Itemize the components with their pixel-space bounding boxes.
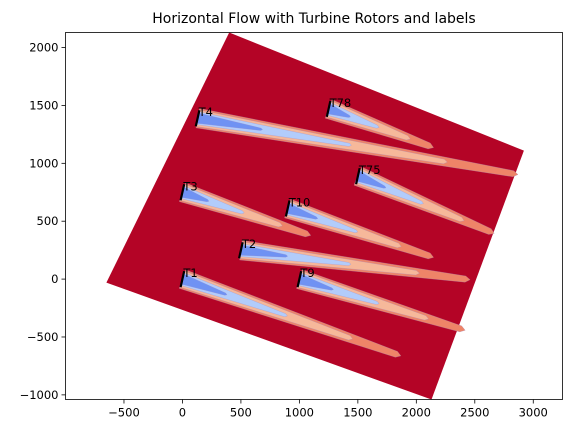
- x-tick-label: 1000: [285, 406, 314, 420]
- rotor-t10: [284, 200, 291, 217]
- rotor-t2: [238, 241, 244, 259]
- turbine-label-t3: T3: [182, 179, 197, 193]
- y-tick-label: 500: [37, 214, 59, 228]
- plot-frame: [65, 32, 563, 400]
- chart-title: Horizontal Flow with Turbine Rotors and …: [152, 11, 475, 27]
- y-tick-label: −1000: [20, 388, 59, 402]
- y-tick-label: 2000: [29, 41, 58, 55]
- x-tick-label: 0: [179, 406, 186, 420]
- y-tick-label: −500: [27, 330, 59, 344]
- y-axis: −1000 −500 0 500 1000 1500 2000: [20, 41, 66, 402]
- x-tick-label: 500: [230, 406, 252, 420]
- plot-area: T1 T2 T3 T4 T9 T10 T75 T78: [106, 32, 524, 400]
- turbine-label-t9: T9: [299, 266, 314, 280]
- x-tick-label: 2500: [460, 406, 489, 420]
- x-axis: −500 0 500 1000 1500 2000 2500 3000: [108, 399, 548, 420]
- turbine-label-t78: T78: [329, 96, 352, 110]
- y-tick-label: 1000: [29, 156, 58, 170]
- turbine-label-t75: T75: [358, 163, 381, 177]
- x-tick-label: 1500: [343, 406, 372, 420]
- rotor-t78: [325, 100, 332, 118]
- x-tick-label: 3000: [519, 406, 548, 420]
- rotor-t1: [179, 270, 186, 288]
- turbine-label-t4: T4: [198, 105, 213, 119]
- turbine-label-t10: T10: [288, 196, 311, 210]
- x-tick-label: −500: [108, 406, 140, 420]
- turbine-label-t2: T2: [241, 237, 256, 251]
- rotor-t4: [194, 109, 201, 127]
- rotor-t9: [296, 270, 303, 288]
- x-tick-label: 2000: [402, 406, 431, 420]
- y-tick-label: 0: [51, 272, 58, 286]
- rotor-t75: [355, 167, 361, 185]
- turbine-label-t1: T1: [182, 266, 197, 280]
- rotor-t3: [179, 184, 186, 201]
- y-tick-label: 1500: [29, 98, 58, 112]
